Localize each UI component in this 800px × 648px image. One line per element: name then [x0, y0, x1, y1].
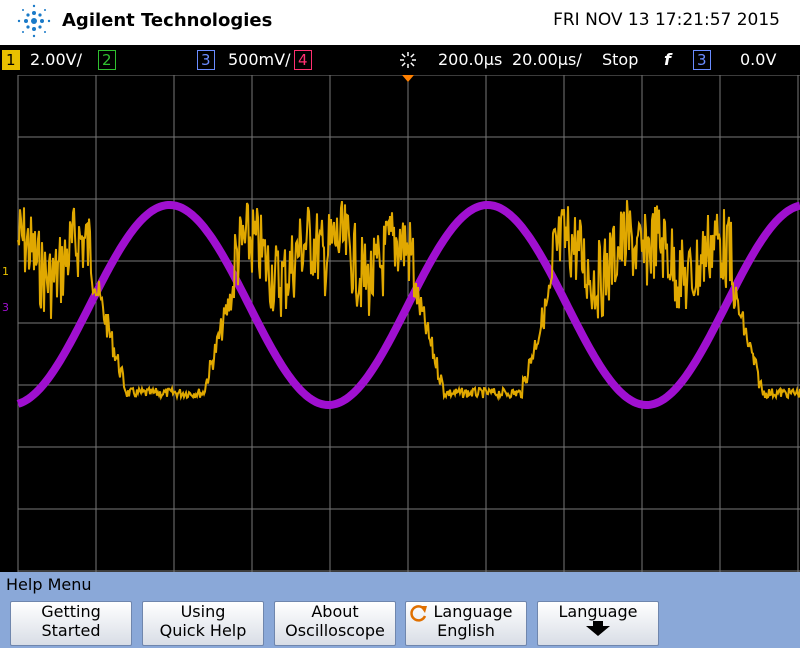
- softkey[interactable]: Language English: [405, 601, 527, 646]
- help-menu: Help Menu Getting Started Using Quick Help A…: [0, 572, 800, 648]
- graticule: [17, 75, 800, 572]
- softkey[interactable]: Getting Started: [10, 601, 132, 646]
- softkey[interactable]: Language: [537, 601, 659, 646]
- trigger-source: 3: [693, 50, 711, 70]
- trigger-level: 0.0V: [740, 50, 777, 69]
- ch3-waveform: [16, 201, 800, 409]
- logo: [17, 4, 51, 38]
- softkey-label: Language: [558, 602, 638, 621]
- ch1-waveform: [17, 200, 800, 402]
- trigger-position-marker: [402, 75, 414, 82]
- ch2-label: 2: [98, 50, 116, 70]
- help-menu-title: Help Menu: [6, 575, 92, 594]
- softkey[interactable]: Using Quick Help: [142, 601, 264, 646]
- down-arrow: [586, 621, 610, 636]
- time-delay: 200.0µs: [438, 50, 503, 69]
- softkey-label: Started: [41, 621, 101, 640]
- trigger-slope: f: [664, 50, 671, 69]
- datetime: FRI NOV 13 17:21:57 2015: [553, 10, 780, 30]
- ch1-marker: 1: [2, 265, 9, 278]
- rotate-icon: [410, 605, 427, 622]
- ch3-label: 3: [197, 50, 215, 70]
- ch1-scale: 2.00V/: [30, 50, 82, 69]
- softkey-label: Getting: [41, 602, 101, 621]
- status-bar: 1 2.00V/ 2 3 500mV/ 4 200.0µs 20.00µs/ S…: [0, 45, 800, 75]
- ch1-label: 1: [2, 50, 20, 70]
- brand: Agilent Technologies: [62, 10, 273, 31]
- run-state: Stop: [602, 50, 639, 69]
- softkey-label: Language: [433, 602, 513, 621]
- softkey-label: English: [437, 621, 495, 640]
- delay-icon: [400, 52, 416, 68]
- softkey-label: Using: [180, 602, 226, 621]
- time-scale: 20.00µs/: [512, 50, 582, 69]
- ch3-marker: 3: [2, 301, 9, 314]
- waveform-display: 1 3: [0, 75, 800, 572]
- ch4-label: 4: [294, 50, 312, 70]
- softkey[interactable]: About Oscilloscope: [274, 601, 396, 646]
- softkey-label: Oscilloscope: [285, 621, 385, 640]
- softkey-label: Quick Help: [159, 621, 247, 640]
- ch3-scale: 500mV/: [228, 50, 291, 69]
- softkey-label: About: [311, 602, 359, 621]
